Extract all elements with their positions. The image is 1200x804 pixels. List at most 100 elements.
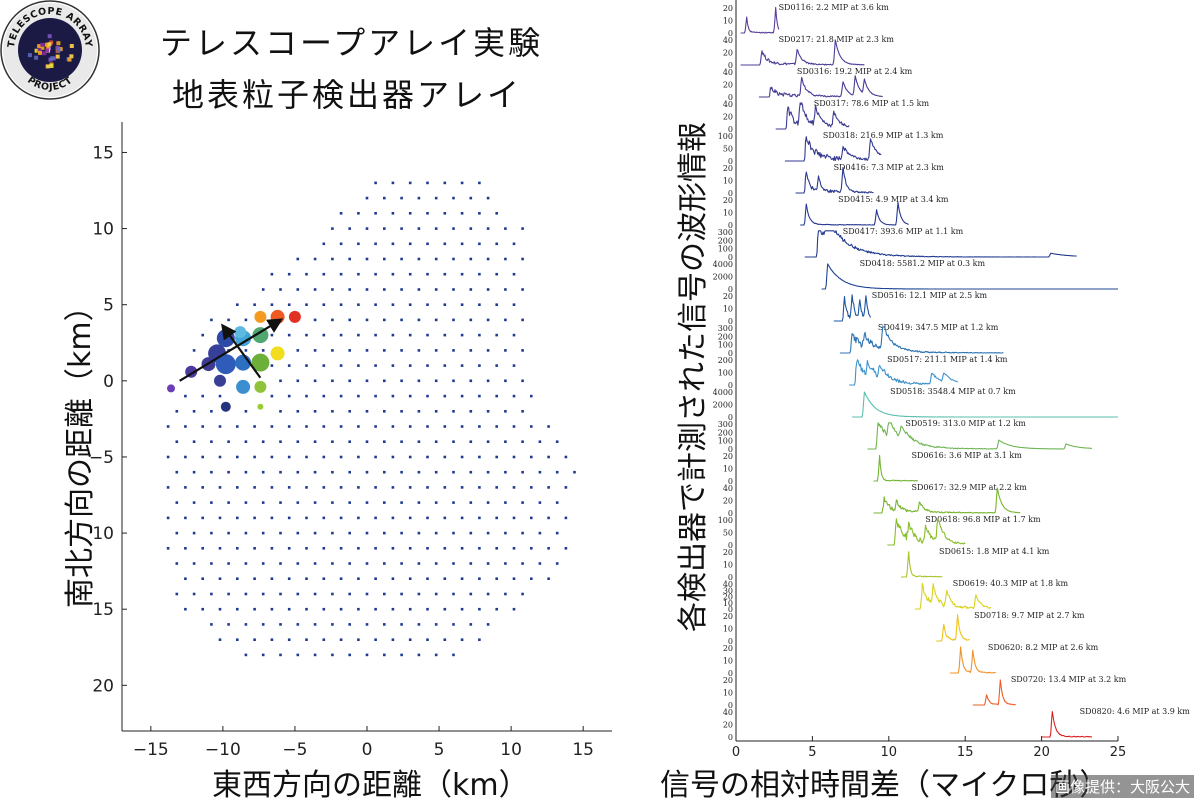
detector-dot bbox=[365, 653, 369, 657]
detector-dot bbox=[210, 470, 213, 474]
waveform-trace bbox=[936, 614, 970, 642]
detector-dot bbox=[400, 623, 403, 626]
logo-pixel bbox=[40, 45, 45, 50]
waveform-x-tick-label: 0 bbox=[732, 745, 740, 760]
detector-dot bbox=[547, 486, 550, 489]
waveform-trace bbox=[949, 646, 996, 674]
waveform-panel: 40 20 0 SD0317: 78.6 MIP at 1.5 km bbox=[723, 99, 930, 134]
detector-dot bbox=[408, 181, 412, 185]
detector-dot bbox=[434, 288, 438, 291]
detector-dot bbox=[443, 242, 447, 246]
logo-pixel bbox=[55, 46, 60, 50]
detector-dot bbox=[495, 455, 498, 459]
detector-dot bbox=[504, 410, 507, 413]
detector-dot bbox=[512, 394, 516, 398]
detector-dot bbox=[478, 181, 481, 185]
detector-dot bbox=[296, 440, 300, 443]
detector-dot bbox=[339, 394, 343, 398]
detector-dot bbox=[478, 455, 481, 459]
detector-dot bbox=[434, 440, 438, 443]
detector-dot bbox=[391, 455, 395, 459]
detector-dot bbox=[400, 592, 403, 596]
detector-dot bbox=[365, 470, 369, 474]
detector-dot bbox=[434, 379, 438, 383]
detector-dot bbox=[348, 349, 351, 352]
detector-dot bbox=[305, 425, 308, 428]
detector-dot bbox=[426, 607, 429, 611]
x-tick-label: −15 bbox=[133, 740, 169, 760]
detector-dot bbox=[261, 440, 265, 443]
detector-dot bbox=[452, 623, 455, 626]
logo-pixel bbox=[38, 50, 42, 55]
detector-dot bbox=[486, 196, 490, 200]
detector-dot bbox=[374, 547, 377, 550]
detector-dot bbox=[365, 257, 369, 261]
detector-dot bbox=[408, 425, 412, 428]
logo-pixel bbox=[50, 56, 55, 61]
detector-dot bbox=[512, 242, 516, 246]
logo-pixel bbox=[44, 42, 49, 47]
waveform-y-tick-label: 0 bbox=[728, 157, 733, 166]
detector-dot bbox=[512, 455, 516, 459]
detector-dot bbox=[348, 440, 351, 443]
detector-dot bbox=[296, 653, 300, 657]
logo-pixel bbox=[34, 55, 39, 60]
detector-dot bbox=[564, 547, 568, 550]
detector-dot bbox=[530, 486, 533, 489]
detector-dot bbox=[313, 288, 317, 291]
detector-dot bbox=[365, 227, 369, 230]
waveform-y-tick-label: 0 bbox=[728, 349, 733, 358]
detector-dot bbox=[287, 486, 291, 489]
y-tick-label: 15 bbox=[92, 143, 114, 163]
waveform-y-tick-label: 40 bbox=[723, 580, 733, 589]
detector-dot bbox=[253, 607, 256, 611]
detector-dot bbox=[400, 562, 403, 565]
detector-dot bbox=[495, 364, 498, 367]
detector-dot bbox=[434, 470, 438, 474]
detector-dot bbox=[391, 607, 395, 611]
waveform-y-tick-label: 20 bbox=[723, 292, 733, 301]
detector-dot bbox=[296, 410, 300, 413]
waveform-y-tick-label: 0 bbox=[728, 93, 733, 102]
waveform-label: SD0317: 78.6 MIP at 1.5 km bbox=[814, 99, 930, 108]
detector-dot bbox=[417, 410, 421, 413]
detector-dot bbox=[192, 592, 196, 596]
triggered-detector bbox=[214, 374, 226, 387]
detector-dot bbox=[244, 318, 248, 322]
detector-dot bbox=[417, 288, 421, 291]
detector-dot bbox=[547, 577, 550, 580]
waveform-y-tick-label: 10 bbox=[723, 625, 733, 634]
detector-dot bbox=[374, 607, 377, 611]
waveform-panel: 40 20 0 SD0316: 19.2 MIP at 2.4 km bbox=[723, 67, 913, 102]
waveform-panel: 4000 2000 0 SD0518: 3548.4 MIP at 0.7 km bbox=[713, 387, 1118, 422]
detector-dot bbox=[305, 607, 308, 611]
detector-dot bbox=[365, 318, 369, 322]
waveform-y-tick-label: 10 bbox=[723, 17, 733, 26]
detector-dot bbox=[408, 577, 412, 580]
logo-pixel bbox=[56, 41, 61, 46]
detector-dot bbox=[175, 470, 179, 474]
detector-dot bbox=[218, 607, 222, 611]
detector-dot bbox=[530, 516, 533, 520]
detector-dot bbox=[357, 516, 360, 520]
detector-dot bbox=[486, 410, 490, 413]
waveform-panel: 40 20 0 SD0217: 21.8 MIP at 2.3 km bbox=[723, 35, 895, 70]
detector-dot bbox=[452, 196, 455, 200]
title-line-2: 地表粒子検出器アレイ bbox=[172, 76, 523, 114]
detector-dot bbox=[538, 562, 542, 565]
detector-dot bbox=[374, 212, 377, 215]
detector-dot bbox=[547, 455, 550, 459]
detector-dot bbox=[478, 486, 481, 489]
waveform-panel: 4000 2000 0 SD0418: 5581.2 MIP at 0.3 km bbox=[713, 259, 1118, 294]
detector-dot bbox=[218, 486, 222, 489]
detector-dot bbox=[391, 333, 395, 337]
detector-dot bbox=[512, 577, 516, 580]
detector-dot bbox=[521, 349, 524, 352]
detector-dot bbox=[391, 486, 395, 489]
detector-dot bbox=[270, 272, 274, 276]
detector-dot bbox=[201, 516, 204, 520]
detector-dot bbox=[408, 547, 412, 550]
detector-dot bbox=[443, 272, 447, 276]
waveform-trace bbox=[873, 454, 918, 482]
